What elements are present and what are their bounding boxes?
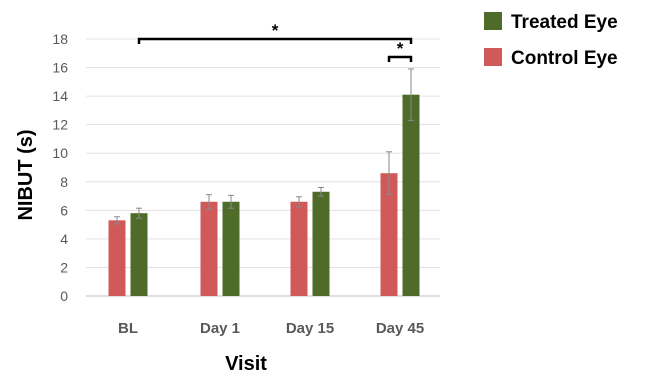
significance-bracket-long: * [137,21,413,44]
x-axis-title: Visit [225,353,267,375]
error-bar [318,186,324,197]
x-tick-label: BL [118,320,138,337]
x-tick-label: Day 1 [200,320,240,337]
y-tick-label: 4 [60,231,68,247]
y-tick-label: 10 [52,145,68,161]
x-tick-label: Day 15 [286,320,334,337]
y-tick-label: 14 [52,88,68,104]
legend: Treated Eye Control Eye [484,12,618,69]
error-bar [136,207,142,219]
x-axis-categories: BL Day 1 Day 15 Day 45 [118,320,424,337]
y-tick-label: 8 [60,174,68,190]
significance-annotations: ** [137,21,413,62]
bar-treated-eye-day-45 [402,94,420,296]
bar-control-eye-day-45 [380,173,398,296]
error-bar [408,68,414,121]
bar-control-eye-day-15 [290,201,308,296]
significance-star: * [272,21,279,40]
legend-item-control-eye: Control Eye [484,48,618,69]
error-bar [114,216,120,225]
bar-treated-eye-bl [130,213,148,296]
significance-star: * [397,39,404,58]
y-tick-label: 16 [52,60,68,76]
legend-label: Control Eye [511,48,618,69]
x-tick-label: Day 45 [376,320,424,337]
bar-treated-eye-day-15 [312,191,330,296]
error-bar [386,151,392,196]
legend-swatch [484,12,502,30]
y-axis-title: NIBUT (s) [15,129,37,220]
y-tick-label: 18 [52,31,68,47]
bars [108,94,420,296]
bar-control-eye-day-1 [200,201,218,296]
legend-item-treated-eye: Treated Eye [484,12,618,33]
error-bar [228,194,234,209]
legend-swatch [484,48,502,66]
error-bars [114,68,414,225]
y-tick-label: 6 [60,202,68,218]
y-tick-label: 0 [60,288,68,304]
bar-control-eye-bl [108,220,126,296]
error-bar [296,196,302,208]
y-axis-ticks: 0 2 4 6 8 10 12 14 16 18 [52,31,68,304]
legend-label: Treated Eye [511,12,618,33]
significance-bracket-short: * [387,39,413,62]
y-tick-label: 12 [52,117,68,133]
error-bar [206,194,212,210]
y-tick-label: 2 [60,259,68,275]
bar-treated-eye-day-1 [222,201,240,296]
